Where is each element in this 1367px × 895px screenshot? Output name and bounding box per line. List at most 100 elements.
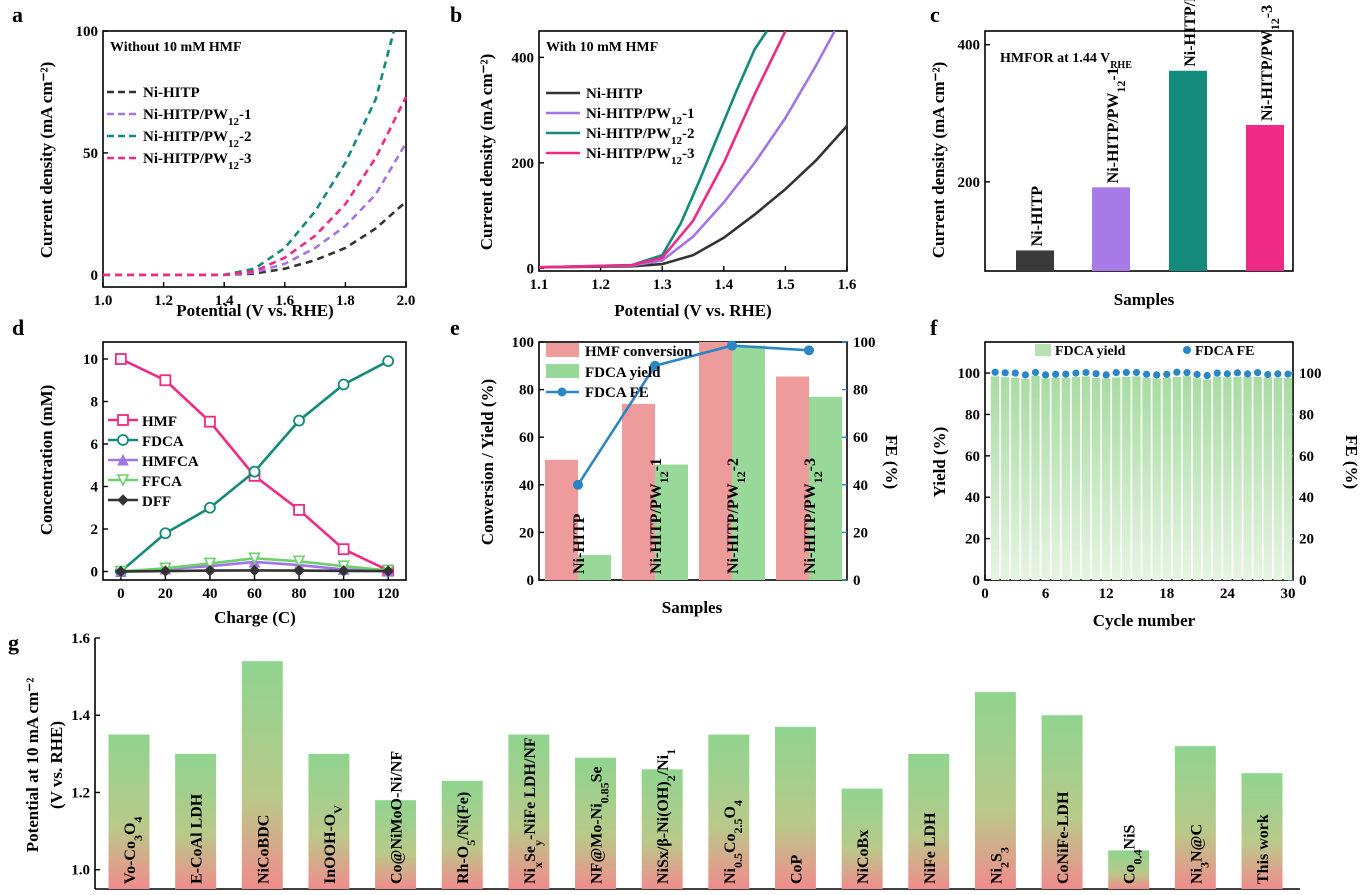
bar xyxy=(974,692,1016,889)
data-point xyxy=(159,374,172,387)
fe-point xyxy=(1021,371,1029,379)
y2-axis-label: FE (%) xyxy=(1342,435,1361,489)
bar-category-label: Ni-HITP xyxy=(1029,186,1046,247)
y-tick-label: 60 xyxy=(1299,449,1314,465)
y-tick-label: 0 xyxy=(91,268,99,284)
legend-label: Ni-HITP/PW12-3 xyxy=(143,151,252,172)
bar-conversion xyxy=(622,403,655,580)
bar-yield xyxy=(1081,376,1091,580)
bar-category-label: Ni-HITP/PW12-1 xyxy=(648,458,671,574)
panel-letter: e xyxy=(450,315,460,340)
fe-point xyxy=(1001,369,1009,377)
bar-yield xyxy=(655,464,688,580)
bar-category-label: Rh-O5/Ni(Fe) xyxy=(455,792,478,884)
fe-point xyxy=(1082,368,1090,377)
bar-category-label: Ni-HITP/PW12-1 xyxy=(1105,67,1128,183)
panel-a: a 1.0 1.2 1.4 1.6 1.8 2.0 0 50 100 Potential (V vs… xyxy=(12,2,415,320)
panel-letter: g xyxy=(8,630,19,655)
bar xyxy=(575,757,617,889)
series-line xyxy=(103,96,408,277)
data-point xyxy=(293,503,305,516)
y-tick-label: 200 xyxy=(512,156,535,172)
x-tick-label: 20 xyxy=(158,586,173,602)
y-axis-label: Yield (%) xyxy=(930,427,949,498)
bar-category-label: Ni0.5Co2.5O4 xyxy=(722,800,745,884)
x-tick-label: 1.4 xyxy=(714,277,733,293)
legend-marker xyxy=(117,434,129,446)
bar-yield xyxy=(1132,376,1141,580)
bar-category-label: NiCoBDC xyxy=(255,815,272,884)
y-tick-label: 40 xyxy=(965,490,980,506)
fe-line xyxy=(576,344,810,486)
y-tick-label: 60 xyxy=(519,430,534,446)
bar-category-label: Ni3N@C xyxy=(1188,824,1211,884)
series-line xyxy=(539,125,847,269)
y-tick-label: 40 xyxy=(1299,490,1314,506)
y-tick-label: 1.2 xyxy=(71,785,90,801)
legend-swatch xyxy=(1035,344,1051,356)
bar xyxy=(774,726,816,889)
bar-category-label: Vo-Co3O4 xyxy=(122,817,145,884)
x-tick-label: 6 xyxy=(1042,586,1050,602)
y-tick-label: 20 xyxy=(853,525,868,541)
bar-yield xyxy=(1283,378,1293,580)
panel-g: g 1.0 1.2 1.4 1.6 Potential at 10 mA cm⁻² (V v… xyxy=(8,630,1300,890)
y-tick-label: 0 xyxy=(527,573,535,589)
bar-conversion xyxy=(699,342,732,580)
x-tick-label: 1.4 xyxy=(215,293,234,309)
fe-point xyxy=(1193,370,1201,379)
bar xyxy=(641,769,683,889)
y-tick-label: 4 xyxy=(91,480,99,496)
x-axis-label: Charge (C) xyxy=(214,608,296,627)
x-tick-label: 1.8 xyxy=(336,293,355,309)
y-tick-label: 100 xyxy=(76,24,99,40)
panel-note: HMFOR at 1.44 VRHE xyxy=(1000,51,1132,71)
bar-yield xyxy=(1021,378,1030,580)
plot-frame xyxy=(538,30,848,272)
bar xyxy=(175,753,217,889)
bar-yield xyxy=(990,376,1000,580)
legend-label: HMF xyxy=(142,414,177,430)
y-tick-label: 20 xyxy=(519,525,534,541)
y-tick-label: 80 xyxy=(965,407,980,423)
bar-category-label: Ni2S3 xyxy=(988,847,1011,884)
legend-marker xyxy=(1183,346,1191,354)
bar-yield xyxy=(1273,377,1283,580)
bar-category-label: NiSx/β-Ni(OH)2/Ni1 xyxy=(655,749,678,884)
bar-yield xyxy=(1152,378,1161,580)
bar-yield xyxy=(1213,376,1222,580)
plot-frame xyxy=(102,30,407,288)
bar xyxy=(908,753,950,889)
y-tick-label: 0 xyxy=(973,573,981,589)
y-tick-label: 400 xyxy=(958,38,981,54)
panel-c: c 200 400 Samples Current density (mA cm⁻²) H… xyxy=(929,0,1294,309)
legend-label: HMF conversion xyxy=(585,344,693,360)
fe-point xyxy=(1102,371,1110,379)
legend-label: FDCA FE xyxy=(585,385,649,401)
series-line xyxy=(539,31,787,269)
y-tick-label: 8 xyxy=(91,395,99,411)
fe-point xyxy=(1132,368,1141,377)
data-point xyxy=(159,565,172,577)
bar-yield xyxy=(1031,375,1040,580)
x-axis-label: Samples xyxy=(662,598,723,617)
x-tick-label: 1.1 xyxy=(530,277,549,293)
x-tick-label: 18 xyxy=(1159,586,1174,602)
bar-yield xyxy=(1122,376,1131,580)
panel-letter: a xyxy=(12,2,23,27)
y-tick-label: 40 xyxy=(853,478,868,494)
bar-yield xyxy=(1172,376,1182,580)
bar-category-label: E-CoAl LDH xyxy=(189,793,206,884)
bar-category-label: Co@NiMoO-Ni/NF xyxy=(389,751,406,884)
panel-note: Without 10 mM HMF xyxy=(110,40,242,55)
y-tick-label: 0 xyxy=(527,261,535,277)
legend-swatch xyxy=(546,343,579,357)
bar-conversion xyxy=(545,459,578,580)
y-tick-label: 20 xyxy=(1299,532,1314,548)
fe-point xyxy=(804,345,814,356)
bar xyxy=(441,780,483,889)
bar-category-label: Co0.4NiS xyxy=(1122,824,1145,884)
x-tick-label: 60 xyxy=(247,586,262,602)
x-tick-label: 30 xyxy=(1280,586,1295,602)
x-tick-label: 1.3 xyxy=(653,277,672,293)
